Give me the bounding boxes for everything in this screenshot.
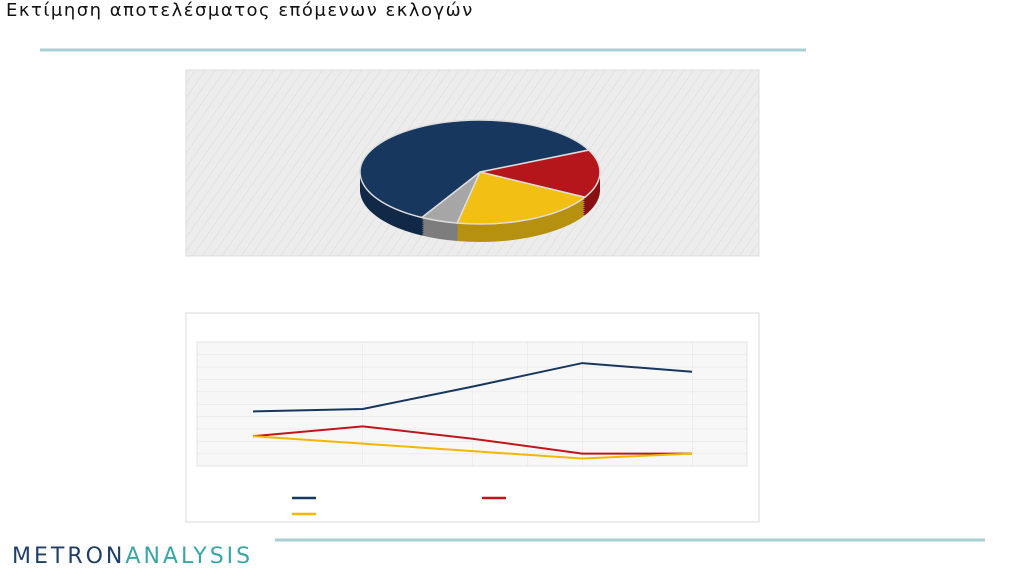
logo: METRONANALYSIS — [12, 544, 253, 569]
plot-area — [196, 341, 748, 467]
pie-slice — [359, 119, 591, 219]
series-line — [252, 362, 693, 413]
series-line — [252, 425, 692, 455]
series-line — [252, 435, 693, 460]
slide-title: Εκτίμηση αποτελέσματος επόμενων εκλογών — [6, 0, 474, 21]
pie-slice — [455, 171, 587, 225]
logo-part: ANALYSIS — [125, 544, 253, 569]
logo-part: METRON — [12, 544, 125, 569]
pie-slice — [479, 149, 601, 199]
